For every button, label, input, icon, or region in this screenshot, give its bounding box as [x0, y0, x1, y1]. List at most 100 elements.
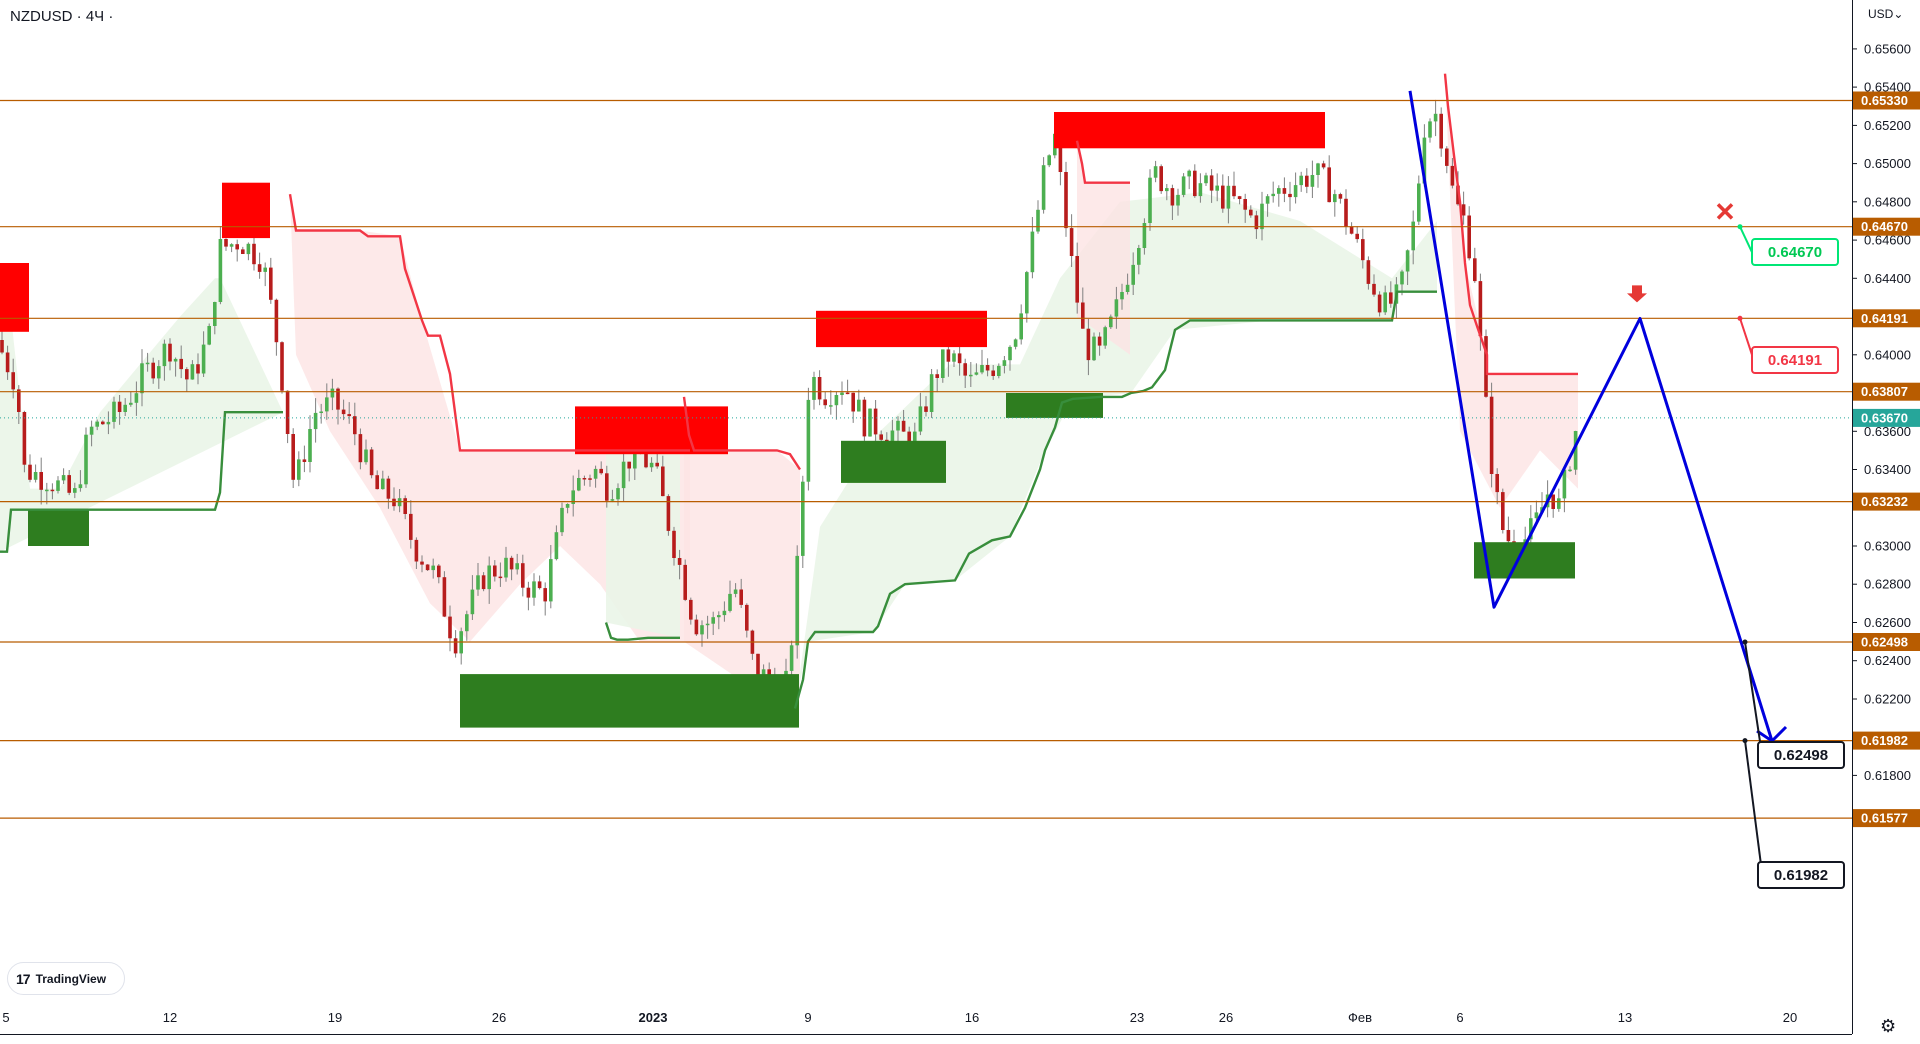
candle-body: [588, 478, 592, 480]
candle-body: [571, 490, 575, 504]
candle-body: [1495, 474, 1499, 493]
candle-body: [610, 499, 615, 501]
candle-body: [22, 412, 27, 465]
price-tick-label: 0.65200: [1864, 118, 1911, 133]
candle: [218, 226, 223, 305]
candle: [823, 391, 827, 409]
candle: [151, 357, 155, 384]
candle-body: [515, 563, 519, 570]
candle-body: [1148, 177, 1152, 223]
candle-body: [1467, 215, 1471, 259]
candle: [84, 427, 88, 488]
candle: [179, 345, 183, 379]
candle: [1473, 247, 1477, 283]
forecast-arrowhead: [1756, 725, 1788, 743]
candle: [465, 610, 469, 641]
candle: [173, 357, 178, 377]
price-tick-label: 0.62600: [1864, 615, 1911, 630]
candle-body: [543, 588, 547, 602]
symbol-title[interactable]: NZDUSD · 4Ч ·: [10, 8, 114, 25]
candle: [1159, 164, 1163, 194]
candle: [722, 601, 727, 622]
candle-body: [952, 353, 956, 362]
candle: [61, 468, 66, 484]
callout-box: [1751, 238, 1839, 266]
candle: [1243, 193, 1247, 223]
level-axis-label: 0.61577: [1861, 811, 1908, 826]
candle: [829, 390, 833, 415]
candle: [1187, 169, 1191, 190]
candle: [134, 381, 139, 416]
candle-body: [1215, 185, 1219, 191]
candle-body: [840, 392, 844, 395]
time-tick-label: 5: [2, 1010, 9, 1025]
trailing-stop-support: [604, 622, 680, 641]
candle-body: [269, 267, 273, 300]
candle-body: [890, 430, 895, 443]
candle: [392, 487, 396, 511]
candle-body: [605, 473, 609, 501]
candle-body: [1142, 223, 1147, 248]
level-axis-label: 0.62498: [1861, 635, 1908, 650]
candle-body: [941, 349, 945, 378]
candle: [677, 549, 682, 580]
candle-body: [1562, 469, 1567, 499]
candle-body: [1176, 194, 1180, 206]
callout-box: [1757, 861, 1845, 889]
candle: [963, 358, 967, 388]
candle-body: [644, 454, 648, 468]
candle-body: [263, 267, 267, 272]
candle-body: [341, 409, 346, 415]
candle-body: [1008, 346, 1012, 361]
price-tick-label: 0.62200: [1864, 692, 1911, 707]
candle-body: [369, 449, 374, 476]
candle: [1288, 181, 1292, 212]
candle: [1366, 256, 1371, 290]
currency-selector[interactable]: USD⌄: [1868, 7, 1903, 21]
candle-body: [739, 589, 743, 605]
candle: [257, 252, 262, 279]
candle-body: [1305, 175, 1309, 187]
candle: [1142, 218, 1147, 255]
candle-body: [1137, 248, 1141, 265]
candle-body: [1249, 209, 1253, 216]
tradingview-logo[interactable]: 17 TradingView: [7, 962, 125, 995]
price-tick-label: 0.63000: [1864, 539, 1911, 554]
candle-body: [151, 362, 155, 379]
candle: [1204, 172, 1208, 186]
candle-body: [733, 589, 738, 594]
supply-zone: [222, 182, 270, 239]
candle: [980, 349, 984, 375]
candle: [263, 262, 267, 287]
candle-body: [319, 411, 323, 413]
price-tick-label: 0.62400: [1864, 653, 1911, 668]
candle-body: [1058, 133, 1063, 172]
candle-body: [593, 468, 598, 479]
candle: [1170, 184, 1175, 220]
candle-body: [683, 564, 687, 600]
candle: [280, 341, 284, 394]
candle: [1249, 205, 1253, 218]
gear-icon[interactable]: ⚙: [1880, 1016, 1897, 1036]
candle: [123, 398, 127, 416]
candle: [683, 559, 687, 602]
candle-body: [655, 462, 659, 467]
candle: [1282, 177, 1287, 203]
candle-body: [1282, 188, 1287, 194]
candle-body: [448, 616, 452, 639]
candle-body: [722, 610, 727, 616]
candle-body: [801, 481, 805, 556]
price-tick-label: 0.62800: [1864, 577, 1911, 592]
trailing-stop-resistance: [1075, 140, 1130, 184]
candle-body: [509, 557, 514, 570]
level-axis-badge: [1853, 492, 1920, 511]
candle: [588, 474, 592, 487]
candle-body: [957, 353, 962, 364]
candle: [493, 560, 497, 582]
candle-body: [431, 565, 435, 571]
candle-body: [845, 392, 850, 395]
level-axis-badge: [1853, 731, 1920, 750]
logo-mark: 17: [16, 970, 31, 987]
candle: [1097, 332, 1102, 356]
